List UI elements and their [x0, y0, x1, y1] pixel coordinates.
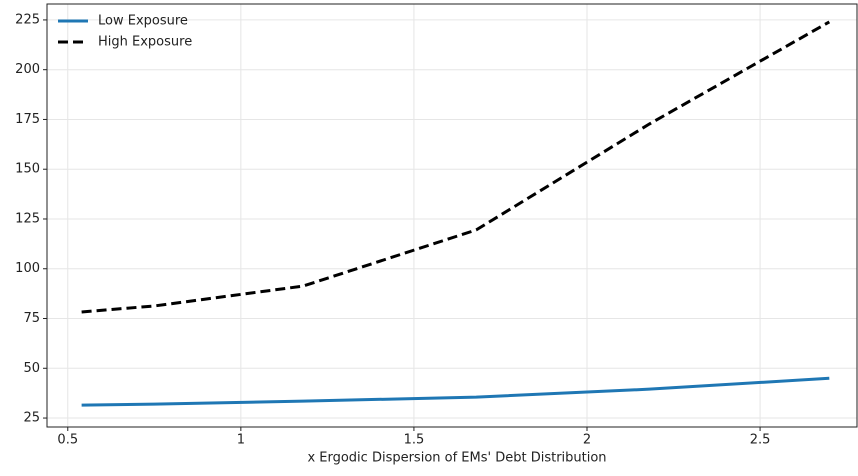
- y-tick-label: 75: [23, 311, 40, 326]
- x-tick-label: 1: [237, 433, 245, 448]
- x-tick-label: 1.5: [404, 433, 425, 448]
- y-tick-label: 100: [15, 261, 40, 276]
- y-tick-label: 200: [15, 62, 40, 77]
- legend-label: High Exposure: [98, 35, 192, 50]
- line: [81, 20, 831, 314]
- y-tick-label: 175: [15, 112, 40, 127]
- x-tick-label: 2: [583, 433, 591, 448]
- line: [81, 376, 830, 407]
- x-tick-label: 2.5: [750, 433, 771, 448]
- y-tick-label: 25: [23, 411, 40, 426]
- y-tick-label: 225: [15, 12, 40, 27]
- x-tick-label: 0.5: [57, 433, 78, 448]
- y-tick-label: 150: [15, 162, 40, 177]
- x-axis-label: x Ergodic Dispersion of EMs' Debt Distri…: [307, 451, 606, 466]
- plot-frame: [46, 3, 858, 428]
- y-tick-label: 50: [23, 361, 40, 376]
- y-tick-label: 125: [15, 211, 40, 226]
- legend-label: Low Exposure: [98, 14, 188, 29]
